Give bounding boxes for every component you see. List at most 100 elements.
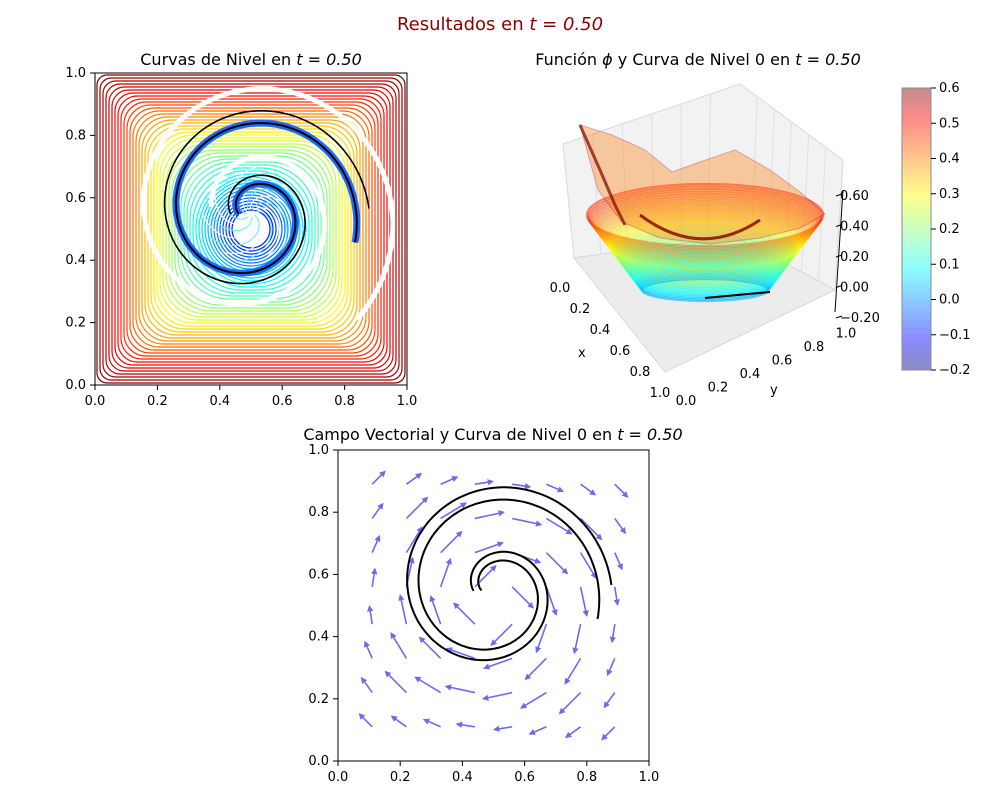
quiver-arrow	[579, 552, 597, 579]
surface-xtick-label: 0.0	[550, 281, 571, 296]
quiver-arrow	[564, 657, 582, 685]
quiver-arrow	[520, 691, 547, 709]
contour-swirl-line	[214, 176, 251, 225]
contour-level-line	[117, 95, 385, 363]
contour-swirl-line	[229, 165, 260, 217]
quiver-arrow	[528, 726, 547, 735]
surface-strip	[621, 243, 789, 283]
contour-xtick-label: 1.0	[397, 394, 418, 409]
surface-ztick	[835, 315, 843, 319]
quiver-arrow	[440, 502, 467, 520]
surface-xtick-label: 0.8	[630, 365, 651, 380]
contour-xtick-label: 0.0	[85, 394, 106, 409]
quiver-arrow	[490, 623, 513, 646]
quiver-arrow	[429, 595, 442, 625]
contour-level-line	[114, 92, 388, 366]
quiver-arrow	[609, 624, 616, 644]
quiver-arrow	[493, 725, 513, 732]
contour-xtick-label: 0.6	[272, 394, 293, 409]
quiver-axes-frame	[337, 449, 650, 762]
contour-swirl-line	[222, 166, 249, 220]
contour-level-line	[165, 143, 337, 315]
contour-level-line	[156, 134, 346, 324]
contour-ytick-label: 0.2	[65, 316, 86, 331]
quiver-arrow	[483, 657, 513, 670]
quiver-arrow	[545, 552, 569, 575]
surface-strip	[632, 263, 778, 294]
surface-strip	[629, 258, 781, 291]
colorbar-tick-label: 0.2	[939, 222, 960, 237]
surface-ytick-label: 0.4	[740, 367, 761, 382]
surface-strip	[639, 275, 771, 301]
quiver-arrow	[440, 530, 463, 554]
contour-level-line	[153, 131, 349, 327]
quiver-arrow	[546, 483, 565, 493]
quiver-arrow	[398, 594, 408, 625]
quiver-arrow	[405, 472, 423, 485]
quiver-arrow	[440, 476, 459, 485]
contour-level-line	[126, 104, 376, 354]
contour-level-line	[231, 209, 271, 249]
contour-ytick-label: 0.8	[65, 128, 86, 143]
surface-strip	[622, 246, 788, 284]
surface-xlabel: x	[578, 346, 586, 361]
surface-ytick-label: 0.2	[708, 381, 729, 396]
surface-ytick-label: 0.6	[772, 354, 793, 369]
contour-ytick-label: 1.0	[65, 66, 86, 81]
quiver-arrow	[601, 726, 616, 741]
surface-panel: Función ϕ y Curva de Nivel 0 en t = 0.50…	[535, 50, 970, 409]
colorbar-tick-label: 0.1	[939, 257, 960, 272]
quiver-arrow	[390, 632, 408, 659]
surface-strip	[623, 248, 787, 286]
quiver-arrow	[371, 470, 386, 485]
contour-level-line	[105, 83, 397, 375]
quiver-xtick-label: 0.2	[390, 770, 411, 785]
surface-zero-level-curve	[704, 291, 771, 299]
surface-ztick-label: 0.40	[840, 220, 869, 235]
quiver-arrow	[358, 713, 373, 728]
colorbar-tick-label: −0.2	[939, 363, 971, 378]
quiver-arrow	[511, 586, 534, 609]
quiver-arrow	[371, 534, 381, 553]
contour-zero-level-curve	[163, 110, 370, 285]
quiver-xtick-label: 0.8	[576, 770, 597, 785]
quiver-xtick-label: 0.0	[328, 770, 349, 785]
surface-fold	[639, 213, 761, 241]
contour-level-line	[129, 107, 373, 351]
surface-ztick	[835, 193, 843, 197]
surface-xtick-label: 1.0	[650, 386, 671, 401]
quiver-ticks: 0.0 0.2 0.4 0.6 0.8 1.0 0.0 0.2 0.4 0.6 0.8 1.0	[308, 443, 659, 785]
surface-title: Función ϕ y Curva de Nivel 0 en t = 0.50	[535, 50, 861, 69]
quiver-title: Campo Vectorial y Curva de Nivel 0 en t …	[303, 425, 682, 444]
colorbar	[901, 87, 932, 371]
quiver-ytick-label: 1.0	[308, 443, 329, 458]
contour-level-line	[219, 197, 283, 261]
surface-ytick-label: 0.0	[676, 394, 697, 409]
contour-swirl-line	[222, 212, 266, 254]
quiver-arrow	[564, 726, 582, 739]
contour-ytick-label: 0.0	[65, 378, 86, 393]
surface-strip	[635, 268, 775, 297]
quiver-arrow	[482, 691, 513, 701]
contour-level-line	[186, 164, 316, 294]
quiver-arrow	[390, 715, 407, 728]
quiver-arrow	[444, 684, 476, 694]
contour-level-line	[99, 77, 403, 381]
contour-axes-frame	[94, 72, 408, 386]
contour-swirl-line	[206, 194, 253, 232]
quiver-arrow	[439, 557, 452, 588]
surface-strip	[625, 251, 785, 287]
quiver-arrow	[414, 676, 442, 694]
colorbar-tick-label: −0.1	[939, 328, 971, 343]
quiver-arrow	[535, 623, 548, 654]
quiver-xtick-label: 0.4	[452, 770, 473, 785]
contour-level-line	[192, 170, 310, 288]
quiver-arrow	[606, 658, 616, 677]
quiver-arrow	[453, 602, 476, 625]
surface-xtick-label: 0.6	[610, 344, 631, 359]
quiver-arrow	[455, 721, 475, 728]
surface-strip	[631, 260, 779, 293]
quiver-arrow	[580, 517, 603, 541]
contour-swirl-line	[251, 202, 288, 250]
contour-level-line	[135, 113, 367, 345]
